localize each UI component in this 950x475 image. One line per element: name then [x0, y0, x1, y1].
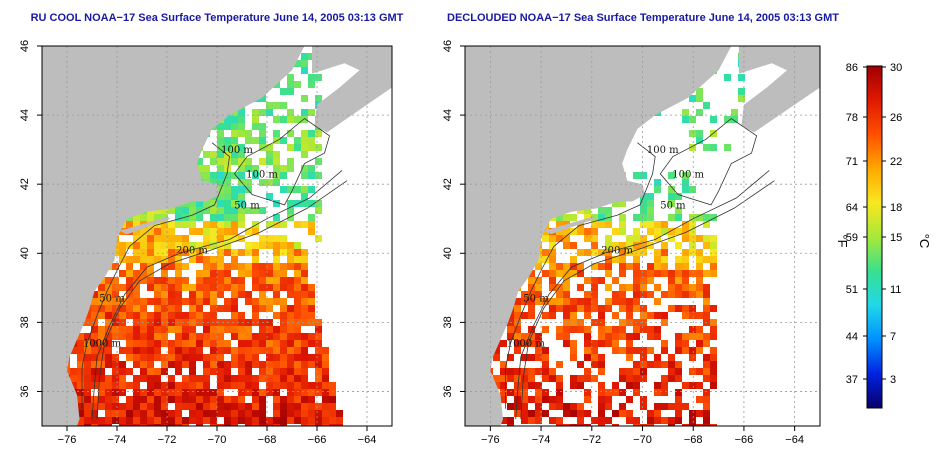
- contour-label: 1000 m: [507, 339, 546, 350]
- contour-200m: [91, 170, 343, 420]
- colorbar-unit-f: °F: [835, 234, 850, 247]
- colorbar-label-c: 3: [890, 374, 896, 386]
- panel-title: RU COOL NOAA−17 Sea Surface Temperature …: [31, 12, 404, 24]
- panel-title: DECLOUDED NOAA−17 Sea Surface Temperatur…: [447, 12, 839, 24]
- lat-tick-label: 40: [19, 247, 31, 259]
- lon-tick-label: −68: [258, 434, 277, 446]
- lon-tick-label: −74: [108, 434, 127, 446]
- lon-tick-label: −64: [785, 434, 804, 446]
- lat-tick-label: 38: [19, 316, 31, 328]
- colorbar-label-f: 86: [846, 62, 858, 74]
- lon-tick-label: −70: [633, 434, 652, 446]
- lat-tick-label: 38: [442, 316, 454, 328]
- lat-tick-label: 42: [442, 178, 454, 190]
- colorbar-label-f: 64: [846, 202, 858, 214]
- land-mass: [465, 46, 820, 426]
- colorbar-label-c: 22: [890, 156, 902, 168]
- land-mass: [42, 46, 392, 426]
- grid-lines: [42, 46, 392, 426]
- bathymetry-contours: 100 m 100 m 50 m 200 m 50 m 1000 m: [81, 117, 348, 420]
- lon-tick-label: −68: [684, 434, 703, 446]
- contour-label: 100 m: [221, 145, 253, 156]
- contour-label: 50 m: [234, 200, 260, 211]
- contour-label: 100 m: [647, 145, 679, 156]
- colorbar-label-c: 18: [890, 202, 902, 214]
- lat-tick-label: 36: [442, 385, 454, 397]
- colorbar: 86 78 71 64 59 51 44 37 30 26 22 18 15 11 7 3 °F °C: [835, 62, 932, 409]
- contour-label: 1000 m: [83, 339, 122, 350]
- contour-label: 100 m: [246, 169, 278, 180]
- contour-label: 200 m: [601, 245, 633, 256]
- contour-label: 100 m: [672, 169, 704, 180]
- lon-tick-label: −72: [158, 434, 177, 446]
- colorbar-label-f: 44: [846, 331, 858, 343]
- contour-100m: [233, 117, 330, 206]
- long-island-land: [543, 217, 596, 235]
- lat-tick-label: 46: [442, 40, 454, 52]
- lon-tick-label: −66: [735, 434, 754, 446]
- colorbar-label-f: 51: [846, 284, 858, 296]
- lon-tick-label: −76: [481, 434, 500, 446]
- colorbar-ticks: 86 78 71 64 59 51 44 37 30 26 22 18 15 11 7 3: [846, 62, 903, 386]
- contour-1000m: [520, 180, 775, 420]
- lon-tick-label: −66: [308, 434, 327, 446]
- contour-label: 50 m: [99, 294, 125, 305]
- lat-tick-label: 44: [442, 109, 454, 121]
- grid-lines: [465, 46, 820, 426]
- colorbar-label-f: 71: [846, 156, 858, 168]
- lat-tick-label: 44: [19, 109, 31, 121]
- contour-50m: [81, 142, 230, 409]
- axis-ticks: −76 −74 −72 −70 −68 −66 −64 36 38 40 42 44 46: [19, 40, 376, 446]
- bathymetry-contours: 100 m 100 m 50 m 200 m 50 m 1000 m: [505, 118, 775, 420]
- axis-ticks: −76 −74 −72 −70 −68 −66 −64 36 38 40 42 44 46: [442, 40, 804, 446]
- lon-tick-label: −70: [208, 434, 227, 446]
- contour-label: 50 m: [660, 200, 686, 211]
- colorbar-label-c: 15: [890, 232, 902, 244]
- contour-label: 50 m: [523, 294, 549, 305]
- lon-tick-label: −76: [58, 434, 77, 446]
- contour-label: 200 m: [176, 245, 208, 256]
- contour-100m: [659, 118, 758, 206]
- lon-tick-label: −74: [532, 434, 551, 446]
- lon-tick-label: −64: [358, 434, 377, 446]
- us-coast-land: [465, 46, 732, 426]
- lon-tick-label: −72: [582, 434, 601, 446]
- contour-50m: [505, 142, 656, 409]
- nova-scotia-land: [312, 46, 392, 133]
- colorbar-label-c: 7: [890, 331, 896, 343]
- long-island-land: [119, 217, 171, 235]
- colorbar-label-f: 59: [846, 232, 858, 244]
- colorbar-unit-c: °C: [917, 234, 932, 249]
- colorbar-label-c: 11: [890, 284, 901, 296]
- panel-declouded: DECLOUDED NOAA−17 Sea Surface Temperatur…: [442, 12, 839, 446]
- us-coast-land: [42, 46, 305, 426]
- lat-tick-label: 46: [19, 40, 31, 52]
- contour-1000m: [96, 180, 348, 420]
- colorbar-bar: [866, 65, 883, 409]
- nova-scotia-land: [738, 46, 820, 133]
- contour-200m: [515, 170, 770, 420]
- panel-rucool: RU COOL NOAA−17 Sea Surface Temperature …: [19, 12, 404, 446]
- colorbar-label-c: 30: [890, 62, 902, 74]
- colorbar-label-c: 26: [890, 112, 902, 124]
- lat-tick-label: 40: [442, 247, 454, 259]
- colorbar-label-f: 78: [846, 112, 858, 124]
- lat-tick-label: 42: [19, 178, 31, 190]
- lat-tick-label: 36: [19, 385, 31, 397]
- colorbar-label-f: 37: [846, 374, 858, 386]
